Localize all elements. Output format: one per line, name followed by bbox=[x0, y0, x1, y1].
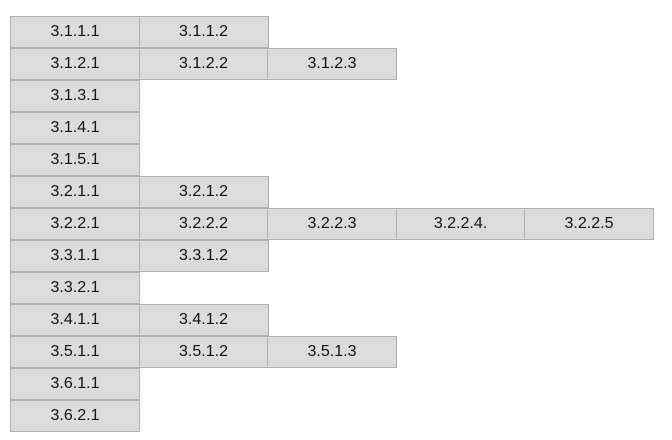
grid-cell: 3.2.2.5 bbox=[524, 208, 654, 240]
grid-cell: 3.5.1.1 bbox=[10, 336, 140, 368]
grid-cell: 3.5.1.2 bbox=[138, 336, 269, 368]
grid-row: 3.4.1.1 3.4.1.2 bbox=[10, 304, 653, 336]
grid-cell: 3.1.2.2 bbox=[138, 48, 269, 80]
grid-cell: 3.2.2.1 bbox=[10, 208, 140, 240]
grid-cell: 3.1.2.1 bbox=[10, 48, 140, 80]
grid-row: 3.3.2.1 bbox=[10, 272, 653, 304]
grid-cell: 3.6.2.1 bbox=[10, 400, 140, 432]
grid-cell: 3.2.1.1 bbox=[10, 176, 140, 208]
section-number-grid: 3.1.1.1 3.1.1.2 3.1.2.1 3.1.2.2 3.1.2.3 3.1.3… bbox=[10, 16, 654, 432]
grid-cell: 3.6.1.1 bbox=[10, 368, 140, 400]
grid-row: 3.3.1.1 3.3.1.2 bbox=[10, 240, 653, 272]
grid-row: 3.5.1.1 3.5.1.2 3.5.1.3 bbox=[10, 336, 653, 368]
grid-row: 3.2.1.1 3.2.1.2 bbox=[10, 176, 653, 208]
grid-row: 3.1.1.1 3.1.1.2 bbox=[10, 16, 653, 48]
grid-cell: 3.1.5.1 bbox=[10, 144, 140, 176]
grid-cell: 3.1.1.1 bbox=[10, 16, 140, 48]
grid-row: 3.6.1.1 bbox=[10, 368, 653, 400]
grid-cell: 3.3.2.1 bbox=[10, 272, 140, 304]
grid-cell: 3.1.3.1 bbox=[10, 80, 140, 112]
grid-cell: 3.2.2.3 bbox=[267, 208, 397, 240]
grid-cell: 3.3.1.1 bbox=[10, 240, 140, 272]
grid-cell: 3.2.1.2 bbox=[138, 176, 269, 208]
grid-cell: 3.2.2.4. bbox=[395, 208, 526, 240]
grid-cell: 3.1.2.3 bbox=[267, 48, 397, 80]
grid-row: 3.1.3.1 bbox=[10, 80, 653, 112]
grid-cell: 3.4.1.2 bbox=[138, 304, 269, 336]
grid-cell: 3.5.1.3 bbox=[267, 336, 397, 368]
grid-row: 3.1.5.1 bbox=[10, 144, 653, 176]
grid-cell: 3.1.1.2 bbox=[138, 16, 269, 48]
grid-row: 3.1.4.1 bbox=[10, 112, 653, 144]
grid-row: 3.1.2.1 3.1.2.2 3.1.2.3 bbox=[10, 48, 653, 80]
grid-row: 3.6.2.1 bbox=[10, 400, 653, 432]
grid-row: 3.2.2.1 3.2.2.2 3.2.2.3 3.2.2.4. 3.2.2.5 bbox=[10, 208, 654, 240]
grid-cell: 3.4.1.1 bbox=[10, 304, 140, 336]
grid-cell: 3.3.1.2 bbox=[138, 240, 269, 272]
grid-cell: 3.2.2.2 bbox=[138, 208, 269, 240]
grid-cell: 3.1.4.1 bbox=[10, 112, 140, 144]
